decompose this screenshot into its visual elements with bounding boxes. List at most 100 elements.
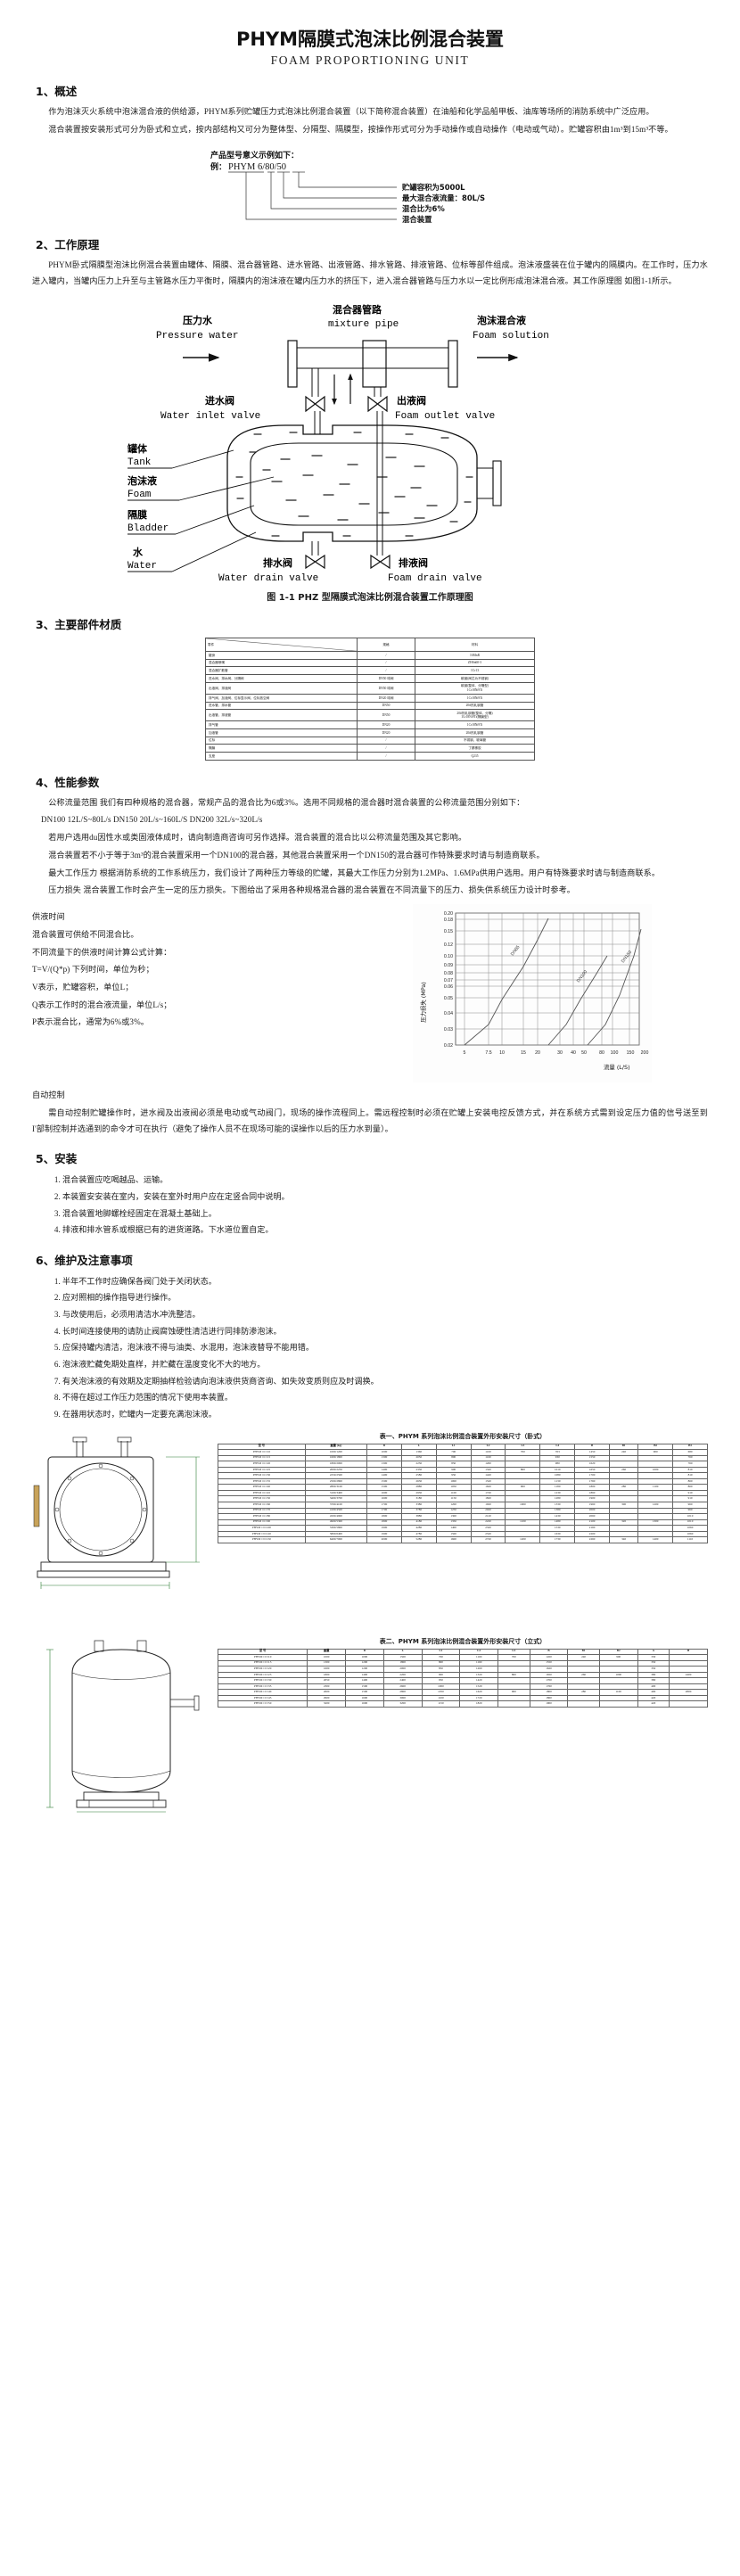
xtick-10: 10 (499, 1050, 505, 1056)
spec1-cell: 260 (609, 1466, 639, 1474)
spec2-cell: 1300 (307, 1659, 346, 1667)
materials-cell-material: 20#热轧钢管(整体、分隔) 1Cr18Ni9Ti(隔膜型) (415, 709, 535, 722)
materials-cell-part: 排气管 (205, 720, 358, 730)
list-item: 排液和排水管系或根据已有的进货道路。下水道位置自定。 (62, 1222, 708, 1239)
label-foam-cn: 泡沫液 (127, 474, 158, 487)
label-water-drain-cn: 排水阀 (263, 556, 292, 569)
label-foam-solution-cn: 泡沫混合液 (477, 314, 527, 326)
spec2-cell: 1600 (307, 1666, 346, 1673)
spec1-cell: 860 (672, 1484, 708, 1491)
label-foam-solution-en: Foam solution (473, 331, 549, 342)
materials-cell-part: 进水阀、排水阀、分隔阀 (205, 674, 358, 683)
spec2-cell: 420 (637, 1700, 670, 1708)
spec1-cell: 810 (672, 1472, 708, 1479)
spec2-cell: 1000 (345, 1654, 384, 1661)
spec2-cell (669, 1677, 708, 1684)
materials-cell-spec: DN50 球阀 (357, 674, 415, 683)
spec2-body: PHYM □/□/10 1000 1000 1500 700 1100 700 1450 240… (217, 1654, 708, 1708)
xtick-15: 15 (521, 1050, 526, 1056)
spec2-cell: 2200 (382, 1671, 423, 1679)
ytick-0.10: 0.10 (443, 954, 452, 959)
materials-cell-spec: / (357, 658, 415, 668)
materials-header-part-label: 零件 (208, 642, 215, 646)
model-example-prefix: 例： (210, 161, 226, 172)
label-water-en: Water (127, 561, 157, 572)
spec2-cell: 1400 (345, 1677, 384, 1684)
table-row: PHYM □/□/120 5800/6400 1900 4780 1500 2520 163… (218, 1530, 708, 1538)
spec2-cell: 2900 (307, 1694, 346, 1702)
spec1-cell (609, 1525, 639, 1532)
spec1-cell: 1730 (539, 1536, 576, 1543)
spec1-cell: 320 (609, 1518, 639, 1527)
spec2-cell: 1800 (307, 1671, 346, 1679)
spec1-cell (609, 1513, 639, 1520)
materials-cell-spec: DN50 球阀 (357, 681, 415, 695)
spec1-cell: 1400 (637, 1536, 674, 1543)
supply-time-line-2: T=V/(Q*p) 下列时间，单位为秒； (32, 965, 154, 975)
materials-cell-part: 混合器喷嘴 (205, 658, 358, 668)
label-foam-en: Foam (127, 490, 152, 500)
table-row: PHYM □/□/15 1600/1800 1300 2050 800 1160 930 15… (218, 1454, 708, 1462)
label-foam-outlet-en: Foam outlet valve (395, 411, 495, 422)
table-row: PHYM □/□/25 2000/2250 1400 2330 900 1320 800 10… (218, 1466, 708, 1474)
supply-time-line-1: 不同流量下的供液时间计算公式计算： (32, 947, 172, 957)
spec1-cell (609, 1507, 639, 1515)
materials-cell-spec: / (357, 666, 415, 676)
table-row: PHYM □/□/60 3700/4100 1700 3380 1200 1920 1000… (218, 1502, 708, 1509)
auto-control-title: 自动控制 (32, 1090, 65, 1100)
list-item: 在器用状态时，贮罐内一定要充满泡沫液。 (62, 1406, 708, 1423)
spec2-cell: 700 (497, 1654, 530, 1661)
list-item: 有关泡沫液的有效期及定期抽样检验请向泡沫液供货商咨询、如失效变质则应及时调换。 (62, 1373, 708, 1390)
spec2-cell: PHYM □/□/40 (217, 1689, 308, 1696)
spec1-cell: 1060 (672, 1530, 708, 1538)
spec2-cell: 2800 (382, 1689, 423, 1696)
spec1-header-cell: B3 (672, 1443, 708, 1451)
section-heading-maintenance: 6、维护及注意事项 (36, 1253, 133, 1267)
spec2-cell (669, 1694, 708, 1702)
xtick-200: 200 (640, 1050, 648, 1056)
materials-cell-part: 支座 (205, 752, 358, 761)
label-mixture-pipe-en: mixture pipe (328, 319, 399, 330)
xtick-150: 150 (626, 1050, 634, 1056)
list-item: 不得在超过工作压力范围的情况下使用本装置。 (62, 1389, 708, 1406)
series-dn150-line (587, 928, 641, 1046)
spec2-cell: 400 (637, 1683, 670, 1691)
table-row: PHYM □/□/50 3400/3700 1600 3180 1150 1820 1280… (218, 1495, 708, 1502)
spec2-cell: 1200 (345, 1666, 384, 1673)
xtick-50: 50 (581, 1050, 587, 1056)
spec2-cell: PHYM □/□/35 (217, 1683, 308, 1691)
xtick-30: 30 (557, 1050, 563, 1056)
spec1-cell (609, 1530, 639, 1538)
xtick-5: 5 (463, 1050, 465, 1056)
spec1-cell (609, 1454, 639, 1462)
materials-cell-part: 出液管、排液管 (205, 709, 358, 722)
materials-cell-material: 丁腈橡胶 (415, 744, 535, 753)
spec-section-horizontal: 表一、PHYM 系列泡沫比例混合装置外形安装尺寸（卧式） 型 号重量 (kg) D… (32, 1432, 708, 1628)
supply-time-title: 供液时间 (32, 912, 65, 922)
spec2-cell (669, 1659, 708, 1667)
spec1-cell: 760 (672, 1461, 708, 1468)
spec2-cell: 1500 (345, 1689, 384, 1696)
spec1-cell: 240 (609, 1449, 639, 1456)
spec1-cell: 2260 (574, 1536, 611, 1543)
spec1-cell (609, 1477, 639, 1486)
spec2-cell: 1600 (345, 1700, 384, 1708)
materials-cell-material: 1Cr13 (415, 666, 535, 676)
table-row: 加液管 DN20 20#热轧钢管 (205, 728, 535, 737)
spec2-cell: PHYM □/□/45 (217, 1694, 308, 1702)
materials-cell-part: 隔膜 (205, 744, 358, 753)
spec2-cell: 3200 (307, 1700, 346, 1708)
table-row: PHYM □/□/10 1000 1000 1500 700 1100 700 1450 240… (217, 1654, 708, 1661)
spec2-cell: 1500 (345, 1683, 384, 1691)
spec1-cell: 4900/5300 (304, 1518, 368, 1527)
label-pressure-water-cn: 压力水 (183, 314, 213, 326)
materials-cell-material: ZHSn60-3 (415, 658, 535, 668)
spec1-cell: 340 (609, 1536, 639, 1543)
supply-time-line-5: P表示混合比，通常为6%或3%。 (32, 1017, 149, 1027)
supply-time-line-4: Q表示工作时的混合液流量，单位L/s； (32, 1000, 172, 1009)
ytick-0.04: 0.04 (443, 1011, 452, 1016)
spec2-cell: 2050 (307, 1677, 346, 1684)
table-row: 出液阀、排液阀 DN50 球阀 碳钢(整体、分隔型) 1Cr18Ni9Ti (205, 681, 535, 695)
ytick-0.09: 0.09 (443, 963, 452, 968)
principle-paragraph-1: PHYM卧式隔膜型泡沫比例混合装置由罐体、隔膜、混合器管路、进水管路、出液管路、… (32, 260, 708, 286)
